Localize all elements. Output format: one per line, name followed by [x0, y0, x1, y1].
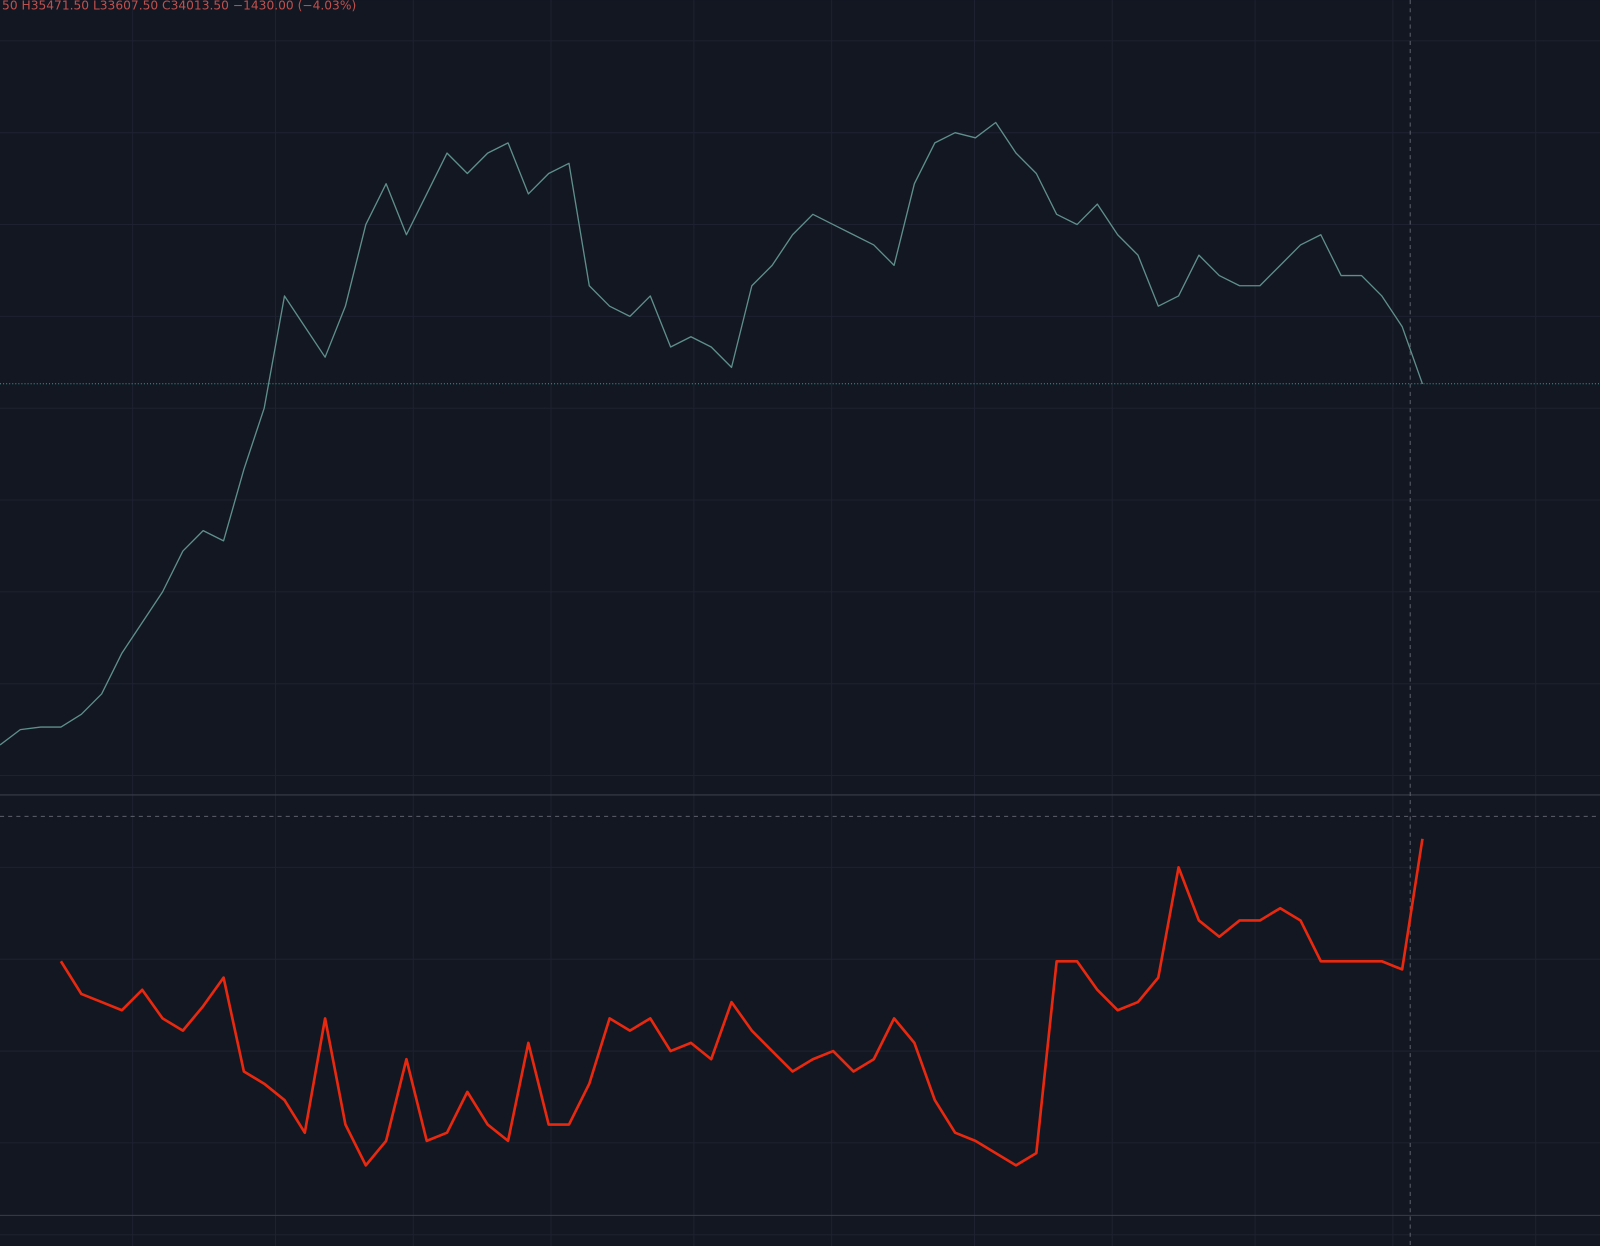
ohlc-legend: 50 H35471.50 L33607.50 C34013.50 −1430.0…: [2, 0, 356, 13]
series-line: [0, 121, 1424, 746]
series-line: [59, 838, 1424, 1167]
